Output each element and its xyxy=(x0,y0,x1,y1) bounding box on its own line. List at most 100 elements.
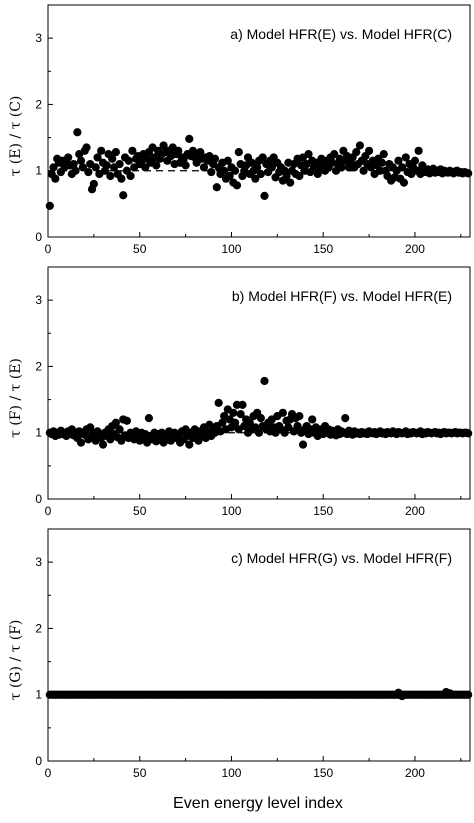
data-point xyxy=(330,150,339,159)
data-point xyxy=(295,171,304,181)
plot-frame xyxy=(47,4,471,238)
data-point xyxy=(76,438,86,447)
data-point xyxy=(234,148,243,157)
data-point xyxy=(51,174,60,183)
data-point xyxy=(464,690,473,699)
data-point xyxy=(256,169,265,179)
data-point xyxy=(238,400,247,409)
data-point xyxy=(464,169,473,178)
x-tick-label: 200 xyxy=(405,766,425,780)
data-point xyxy=(245,418,254,427)
data-point xyxy=(398,163,407,172)
data-point xyxy=(253,163,262,172)
panel-a: 0 50 100 150 200 0 1 2 3 a) Model HFR(E) vs. Mode… xyxy=(8,4,473,256)
data-point xyxy=(174,146,183,155)
data-point xyxy=(298,440,308,449)
y-axis-label: τ (G) / τ (F) xyxy=(8,620,24,701)
x-tick-label: 150 xyxy=(313,766,333,780)
data-point xyxy=(185,440,194,449)
data-point xyxy=(141,163,150,172)
data-point xyxy=(97,146,106,155)
data-point xyxy=(111,418,120,427)
data-point xyxy=(258,153,267,162)
x-tick-label: 150 xyxy=(313,242,333,256)
data-point xyxy=(218,418,227,427)
data-point xyxy=(232,181,242,190)
data-point xyxy=(247,158,256,167)
data-point xyxy=(207,167,216,177)
data-point xyxy=(286,178,295,187)
data-point xyxy=(229,408,238,417)
data-point xyxy=(399,178,409,187)
data-point xyxy=(254,428,264,437)
data-point xyxy=(293,421,302,431)
data-point xyxy=(260,376,269,386)
data-point xyxy=(337,163,346,172)
data-point xyxy=(84,167,93,177)
data-point xyxy=(199,163,209,172)
x-tick-label: 0 xyxy=(45,504,52,518)
y-tick-label: 1 xyxy=(35,164,42,178)
y-tick-label: 2 xyxy=(35,621,42,635)
y-tick-label: 1 xyxy=(35,688,42,702)
data-point xyxy=(464,429,473,438)
data-point xyxy=(223,156,232,165)
data-point xyxy=(220,166,229,175)
panel-title: a) Model HFR(E) vs. Model HFR(C) xyxy=(230,26,452,42)
data-point xyxy=(126,171,135,181)
x-tick-label: 100 xyxy=(221,504,241,518)
data-point xyxy=(352,148,361,157)
data-point xyxy=(377,158,387,167)
y-tick-label: 0 xyxy=(35,754,42,768)
data-point xyxy=(214,398,223,407)
data-point xyxy=(210,154,220,163)
x-tick-label: 50 xyxy=(133,504,147,518)
data-point xyxy=(91,163,100,172)
data-point xyxy=(295,412,304,421)
y-tick-label: 3 xyxy=(35,555,42,569)
data-point xyxy=(212,183,221,192)
data-point xyxy=(181,161,190,170)
data-point xyxy=(414,146,423,155)
panel-c: 0 50 100 150 200 0 1 2 3 c) Model HFR(G) vs. Mode… xyxy=(8,528,473,780)
x-axis-label: Even energy level index xyxy=(173,795,343,812)
data-point xyxy=(196,148,205,157)
x-tick-label: 100 xyxy=(221,766,241,780)
y-tick-label: 1 xyxy=(35,426,42,440)
data-point xyxy=(282,171,291,181)
x-tick-label: 50 xyxy=(133,766,147,780)
data-point xyxy=(401,153,410,162)
data-point xyxy=(445,689,454,698)
data-point xyxy=(251,174,260,183)
y-tick-label: 0 xyxy=(35,492,42,506)
data-point xyxy=(304,150,313,159)
plot-frame xyxy=(47,528,471,762)
data-point xyxy=(341,414,350,423)
data-point xyxy=(128,146,137,155)
data-point xyxy=(260,191,269,201)
x-tick-label: 200 xyxy=(405,242,425,256)
data-point xyxy=(119,191,128,200)
data-point xyxy=(359,166,368,175)
data-point xyxy=(225,171,234,181)
y-tick-label: 2 xyxy=(35,97,42,111)
data-point xyxy=(111,148,120,157)
x-tick-label: 0 xyxy=(45,242,52,256)
data-point xyxy=(231,418,240,427)
data-point xyxy=(69,159,78,169)
data-point xyxy=(108,154,117,163)
data-point xyxy=(379,150,388,159)
data-point xyxy=(98,440,108,449)
x-tick-label: 100 xyxy=(221,242,241,256)
data-point xyxy=(89,179,98,189)
data-point xyxy=(93,153,102,162)
data-point xyxy=(398,691,407,701)
data-point xyxy=(82,143,91,152)
data-point xyxy=(410,156,420,165)
data-point xyxy=(364,146,374,155)
data-point xyxy=(144,414,154,423)
y-tick-label: 2 xyxy=(35,359,42,373)
data-point xyxy=(394,156,403,165)
data-point xyxy=(185,134,194,143)
